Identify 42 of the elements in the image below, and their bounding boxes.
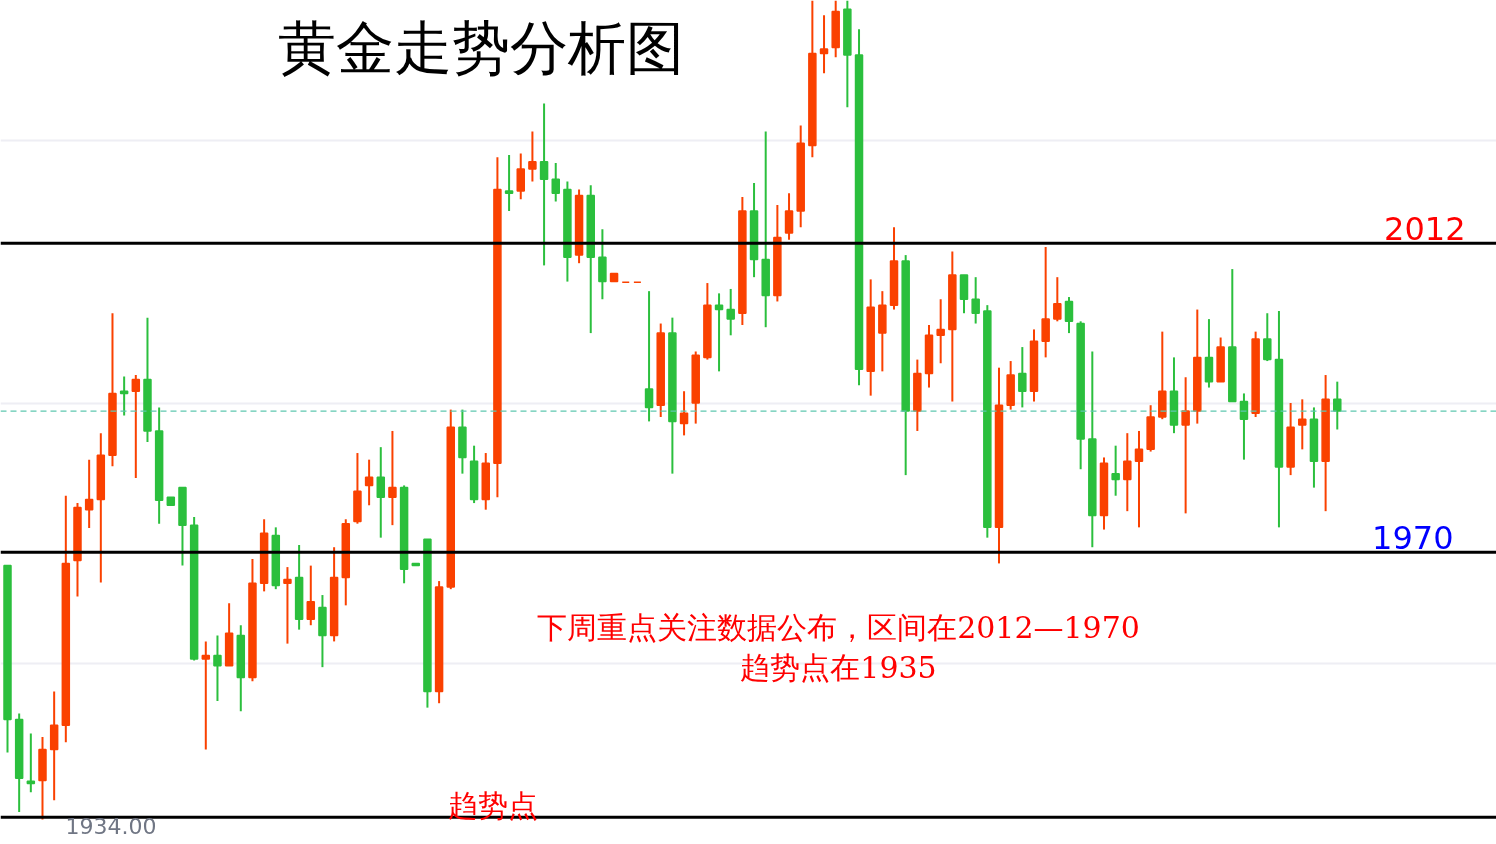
candlestick — [306, 564, 316, 627]
candlestick — [551, 162, 560, 203]
ref-line-label: 2012 — [1384, 210, 1466, 249]
candlestick — [1041, 246, 1050, 359]
candlestick — [201, 640, 211, 751]
candlestick — [726, 287, 735, 337]
candlestick — [528, 130, 537, 183]
candlestick — [644, 290, 654, 423]
candlestick — [504, 154, 514, 212]
candlestick — [714, 292, 724, 373]
annotation: 趋势点在1935 — [740, 650, 937, 685]
candlestick — [283, 566, 292, 645]
candlestick — [131, 374, 141, 480]
candlestick — [516, 152, 525, 201]
annotation: 趋势点 — [447, 788, 538, 823]
candlestick — [539, 102, 549, 267]
candlestick — [1134, 429, 1144, 529]
ref-line-label: 1934.00 — [65, 814, 157, 840]
candlestick — [1053, 276, 1062, 323]
candlestick — [1018, 346, 1027, 409]
candlestick — [1263, 312, 1272, 363]
candlestick — [1181, 376, 1190, 515]
candlestick — [1123, 432, 1132, 513]
chart-title: 黄金走势分析图 — [277, 13, 684, 82]
candlestick — [84, 458, 94, 530]
candlestick — [971, 276, 980, 325]
candlestick — [1064, 296, 1074, 335]
candlestick — [1298, 398, 1307, 451]
candlestick — [819, 14, 829, 75]
candlestick — [119, 375, 129, 417]
ref-line-label: 1970 — [1372, 519, 1454, 558]
candlestick — [784, 192, 794, 241]
candlestick — [936, 298, 945, 365]
candlestick — [376, 446, 386, 539]
candlestick — [1111, 444, 1120, 497]
candlestick — [388, 429, 397, 527]
candlestick — [1333, 380, 1342, 431]
annotation: 下周重点关注数据公布，区间在2012—1970 — [537, 610, 1140, 645]
candlestick — [26, 732, 36, 794]
candlestick — [679, 390, 689, 437]
candlestick — [364, 458, 374, 507]
candlestick — [213, 634, 222, 703]
